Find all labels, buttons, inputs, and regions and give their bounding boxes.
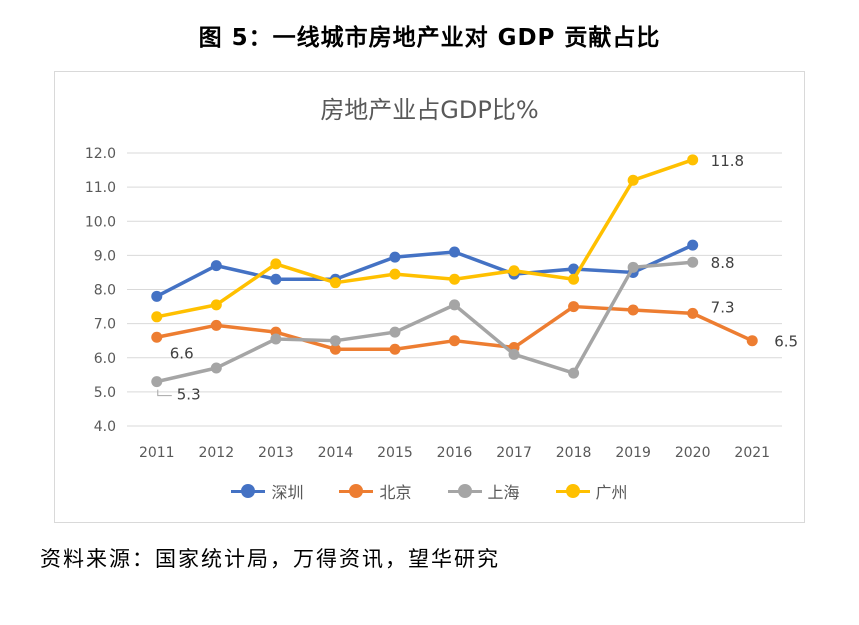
data-point [627,174,639,186]
data-point [151,331,163,343]
data-point [627,304,639,316]
chart-frame [54,71,805,523]
chart-legend: 深圳 北京 上海 广州 [0,479,859,503]
y-tick-label: 7.0 [94,317,116,333]
data-point [329,335,341,347]
figure-title: 图 5：一线城市房地产业对 GDP 贡献占比 [198,25,661,51]
x-tick-label: 2012 [198,445,234,461]
data-point [270,333,282,345]
data-label: 6.6 [170,344,194,362]
legend-line-marker-icon [555,484,590,498]
data-point [687,307,699,319]
data-point [627,261,639,273]
data-point [746,335,758,347]
data-point [449,299,460,311]
x-tick-label: 2016 [437,445,473,461]
x-tick-label: 2014 [318,445,354,461]
legend-line-marker-icon [339,484,374,498]
data-point [568,301,580,313]
data-point [568,367,580,379]
data-point [151,376,163,388]
data-point [329,343,341,355]
y-tick-label: 5.0 [94,385,116,401]
data-point [389,343,401,355]
y-tick-label: 6.0 [94,351,116,367]
data-point [687,256,699,268]
data-point [270,258,282,270]
data-point [449,335,460,347]
data-point [568,273,580,285]
data-point [151,290,163,302]
x-tick-label: 2021 [734,445,770,461]
data-point [389,268,401,280]
data-point [508,348,520,360]
legend-label: 上海 [487,483,520,502]
legend-item: 广州 [555,479,628,503]
data-label: 7.3 [711,298,735,316]
y-tick-label: 12.0 [85,146,116,162]
x-tick-label: 2013 [258,445,294,461]
legend-line-marker-icon [447,484,482,498]
y-tick-label: 11.0 [85,180,116,196]
legend-label: 北京 [379,483,412,502]
legend-label: 广州 [595,483,628,502]
x-tick-label: 2017 [496,445,532,461]
source-note: 资料来源：国家统计局，万得资讯，望华研究 [40,547,500,571]
series-line [155,243,694,298]
x-tick-label: 2020 [675,445,711,461]
legend-label: 深圳 [271,483,304,502]
data-point [329,277,341,289]
chart-title: 房地产业占GDP比% [320,96,539,124]
series-line [156,260,693,384]
data-point [210,299,222,311]
series-line [156,158,694,319]
data-point [449,273,460,285]
data-point [210,260,222,272]
data-label: 5.3 [177,386,201,404]
data-point [210,319,222,331]
data-point [389,251,401,263]
legend-item: 深圳 [231,479,303,503]
data-point [687,154,699,166]
data-point [687,239,699,251]
leader-line [157,389,172,397]
y-tick-label: 4.0 [94,419,116,435]
data-point [151,311,163,323]
data-point [270,273,282,285]
data-point [389,326,401,338]
data-label: 11.8 [711,152,744,170]
x-tick-label: 2011 [139,445,175,461]
x-tick-label: 2015 [377,445,413,461]
data-label: 6.5 [774,333,798,351]
data-point [449,246,460,258]
x-tick-label: 2019 [615,445,651,461]
legend-line-marker-icon [231,484,266,498]
y-tick-label: 10.0 [85,214,116,230]
x-tick-label: 2018 [556,445,592,461]
data-label: 8.8 [711,254,735,272]
data-point [210,362,222,374]
legend-item: 上海 [447,479,520,503]
data-point [508,265,520,277]
legend-item: 北京 [339,479,412,503]
y-tick-label: 9.0 [94,248,116,264]
y-tick-label: 8.0 [94,283,116,299]
